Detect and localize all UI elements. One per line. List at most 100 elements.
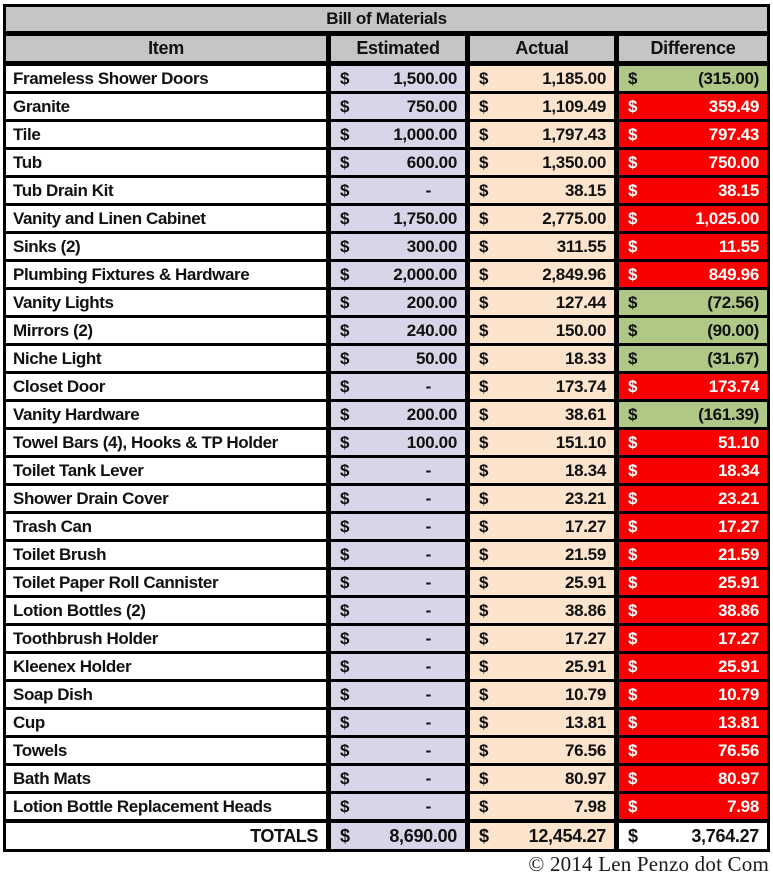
dollar-sign: $ bbox=[479, 600, 489, 620]
estimated-cell: $ - bbox=[326, 514, 465, 539]
difference-amount: 13.81 bbox=[717, 712, 759, 732]
difference-amount: 21.59 bbox=[717, 544, 759, 564]
totals-estimated-cell: $ 8,690.00 bbox=[326, 823, 465, 849]
dollar-sign: $ bbox=[340, 516, 350, 536]
table-row: Tub Drain Kit $ - $ 38.15 $ 38.15 bbox=[6, 175, 767, 203]
actual-cell: $ 1,185.00 bbox=[465, 66, 614, 91]
estimated-amount: - bbox=[425, 180, 432, 200]
item-cell: Vanity Lights bbox=[6, 290, 326, 315]
actual-amount: 38.61 bbox=[564, 404, 606, 424]
difference-cell: $ 1,025.00 bbox=[614, 206, 767, 231]
item-cell: Toilet Brush bbox=[6, 542, 326, 567]
estimated-amount: 50.00 bbox=[415, 348, 457, 368]
dollar-sign: $ bbox=[340, 768, 350, 788]
actual-cell: $ 17.27 bbox=[465, 514, 614, 539]
actual-cell: $ 21.59 bbox=[465, 542, 614, 567]
dollar-sign: $ bbox=[628, 740, 638, 760]
dollar-sign: $ bbox=[628, 572, 638, 592]
dollar-sign: $ bbox=[479, 460, 489, 480]
dollar-sign: $ bbox=[628, 825, 638, 846]
dollar-sign: $ bbox=[340, 712, 350, 732]
actual-cell: $ 25.91 bbox=[465, 654, 614, 679]
dollar-sign: $ bbox=[340, 740, 350, 760]
dollar-sign: $ bbox=[340, 544, 350, 564]
dollar-sign: $ bbox=[479, 124, 489, 144]
difference-amount: 750.00 bbox=[708, 152, 760, 172]
dollar-sign: $ bbox=[628, 600, 638, 620]
difference-amount: 25.91 bbox=[717, 656, 759, 676]
item-cell: Tub bbox=[6, 150, 326, 175]
dollar-sign: $ bbox=[340, 348, 350, 368]
dollar-sign: $ bbox=[340, 292, 350, 312]
item-cell: Niche Light bbox=[6, 346, 326, 371]
dollar-sign: $ bbox=[628, 460, 638, 480]
item-cell: Cup bbox=[6, 710, 326, 735]
table-row: Mirrors (2) $ 240.00 $ 150.00 $ (90.00) bbox=[6, 315, 767, 343]
actual-amount: 80.97 bbox=[564, 768, 606, 788]
dollar-sign: $ bbox=[628, 712, 638, 732]
actual-amount: 18.33 bbox=[564, 348, 606, 368]
difference-amount: 25.91 bbox=[717, 572, 759, 592]
actual-cell: $ 10.79 bbox=[465, 682, 614, 707]
actual-amount: 311.55 bbox=[556, 236, 607, 256]
actual-amount: 38.15 bbox=[564, 180, 606, 200]
dollar-sign: $ bbox=[628, 264, 638, 284]
dollar-sign: $ bbox=[479, 292, 489, 312]
actual-cell: $ 311.55 bbox=[465, 234, 614, 259]
item-cell: Sinks (2) bbox=[6, 234, 326, 259]
column-header-estimated: Estimated bbox=[326, 36, 465, 61]
totals-estimated-amount: 8,690.00 bbox=[389, 825, 457, 846]
actual-cell: $ 151.10 bbox=[465, 430, 614, 455]
item-cell: Plumbing Fixtures & Hardware bbox=[6, 262, 326, 287]
item-cell: Vanity and Linen Cabinet bbox=[6, 206, 326, 231]
dollar-sign: $ bbox=[479, 712, 489, 732]
table-header-row: Item Estimated Actual Difference bbox=[6, 36, 767, 66]
actual-cell: $ 17.27 bbox=[465, 626, 614, 651]
table-row: Toilet Tank Lever $ - $ 18.34 $ 18.34 bbox=[6, 455, 767, 483]
table-row: Lotion Bottles (2) $ - $ 38.86 $ 38.86 bbox=[6, 595, 767, 623]
difference-cell: $ 25.91 bbox=[614, 570, 767, 595]
difference-amount: 10.79 bbox=[717, 684, 759, 704]
dollar-sign: $ bbox=[628, 544, 638, 564]
table-row: Vanity Hardware $ 200.00 $ 38.61 $ (161.… bbox=[6, 399, 767, 427]
estimated-cell: $ - bbox=[326, 374, 465, 399]
estimated-cell: $ 1,750.00 bbox=[326, 206, 465, 231]
dollar-sign: $ bbox=[479, 825, 489, 846]
dollar-sign: $ bbox=[628, 516, 638, 536]
estimated-cell: $ - bbox=[326, 542, 465, 567]
difference-cell: $ (90.00) bbox=[614, 318, 767, 343]
item-cell: Mirrors (2) bbox=[6, 318, 326, 343]
estimated-amount: - bbox=[425, 488, 432, 508]
dollar-sign: $ bbox=[628, 488, 638, 508]
difference-cell: $ 80.97 bbox=[614, 766, 767, 791]
table-row: Tub $ 600.00 $ 1,350.00 $ 750.00 bbox=[6, 147, 767, 175]
estimated-amount: - bbox=[425, 600, 432, 620]
item-cell: Towels bbox=[6, 738, 326, 763]
dollar-sign: $ bbox=[340, 264, 350, 284]
table-row: Trash Can $ - $ 17.27 $ 17.27 bbox=[6, 511, 767, 539]
actual-cell: $ 13.81 bbox=[465, 710, 614, 735]
difference-amount: 1,025.00 bbox=[695, 208, 759, 228]
dollar-sign: $ bbox=[340, 124, 350, 144]
actual-cell: $ 2,849.96 bbox=[465, 262, 614, 287]
item-cell: Closet Door bbox=[6, 374, 326, 399]
difference-amount: 11.55 bbox=[718, 236, 759, 256]
difference-cell: $ 51.10 bbox=[614, 430, 767, 455]
actual-amount: 25.91 bbox=[564, 572, 606, 592]
difference-amount: 797.43 bbox=[708, 124, 760, 144]
table-row: Kleenex Holder $ - $ 25.91 $ 25.91 bbox=[6, 651, 767, 679]
actual-cell: $ 23.21 bbox=[465, 486, 614, 511]
actual-amount: 1,109.49 bbox=[542, 96, 606, 116]
actual-amount: 127.44 bbox=[555, 292, 607, 312]
actual-cell: $ 1,350.00 bbox=[465, 150, 614, 175]
table-row: Shower Drain Cover $ - $ 23.21 $ 23.21 bbox=[6, 483, 767, 511]
dollar-sign: $ bbox=[628, 628, 638, 648]
difference-amount: (90.00) bbox=[707, 320, 759, 340]
actual-cell: $ 18.33 bbox=[465, 346, 614, 371]
dollar-sign: $ bbox=[628, 208, 638, 228]
dollar-sign: $ bbox=[479, 376, 489, 396]
actual-amount: 150.00 bbox=[555, 320, 607, 340]
dollar-sign: $ bbox=[340, 96, 350, 116]
table-row: Granite $ 750.00 $ 1,109.49 $ 359.49 bbox=[6, 91, 767, 119]
dollar-sign: $ bbox=[340, 600, 350, 620]
